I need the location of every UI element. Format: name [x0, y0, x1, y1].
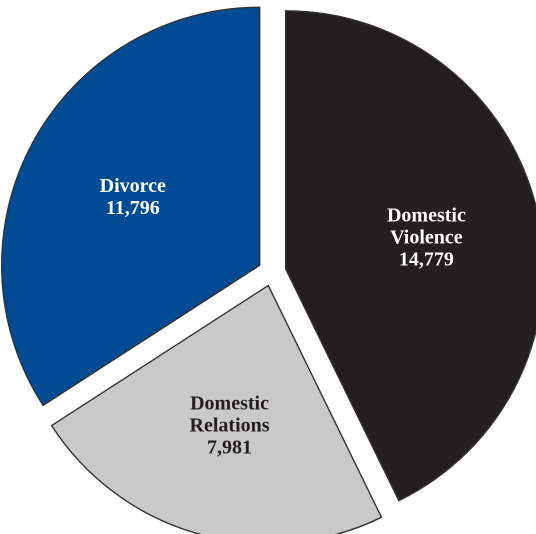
- pie-slice-divorce: [1, 6, 261, 407]
- slice-name: Domestic: [387, 204, 466, 226]
- slice-value: 7,981: [207, 437, 252, 459]
- slice-label-domestic-relations: Domestic Relations 7,981: [190, 393, 270, 459]
- slice-value: 11,796: [106, 197, 160, 219]
- pie-slice-domestic-relations: [50, 284, 383, 534]
- slice-name: Domestic: [190, 393, 269, 415]
- pie-slice-domestic-violence: [284, 10, 536, 502]
- slice-name: Violence: [390, 226, 463, 248]
- slice-label-domestic-violence: Domestic Violence 14,779: [387, 204, 466, 270]
- slice-name: Divorce: [100, 175, 166, 197]
- slice-name: Relations: [190, 415, 270, 437]
- slice-value: 14,779: [399, 248, 454, 270]
- slice-label-divorce: Divorce 11,796: [100, 175, 166, 219]
